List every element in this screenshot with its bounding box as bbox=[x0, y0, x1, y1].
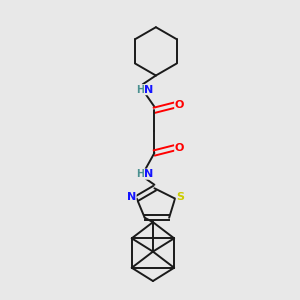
Text: O: O bbox=[175, 100, 184, 110]
Text: H: H bbox=[136, 85, 144, 94]
Text: H: H bbox=[136, 169, 144, 179]
Text: O: O bbox=[175, 143, 184, 153]
Text: N: N bbox=[145, 85, 154, 94]
Text: S: S bbox=[176, 192, 184, 202]
Text: N: N bbox=[127, 192, 136, 202]
Text: N: N bbox=[145, 169, 154, 179]
